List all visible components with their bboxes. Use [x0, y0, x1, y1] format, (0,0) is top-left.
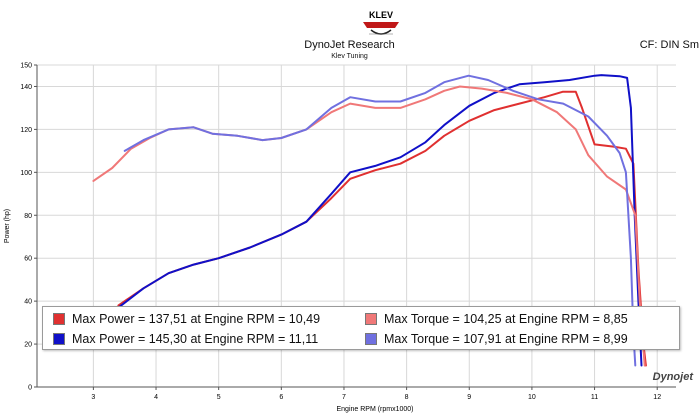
svg-text:KLEV: KLEV: [369, 10, 393, 20]
legend-swatch-torque-red: [365, 313, 377, 325]
chart-legend: Max Power = 137,51 at Engine RPM = 10,49…: [42, 306, 680, 350]
legend-label: Max Power = 137,51 at Engine RPM = 10,49: [72, 312, 321, 326]
x-tick-label: 12: [653, 394, 661, 401]
dynojet-watermark: Dynojet: [652, 371, 693, 383]
legend-swatch-power-blue: [53, 333, 65, 345]
tick-labels: 0 20 40 60 80 100 120 140 150 3 4 5 6 7 8 9 10 11 12: [20, 63, 661, 402]
y-axis-label: Power (hp): [4, 209, 11, 243]
axes: [36, 65, 676, 388]
x-tick-label: 7: [342, 394, 346, 401]
y-tick-label: 20: [24, 342, 32, 349]
x-tick-label: 10: [528, 394, 536, 401]
x-tick-label: 11: [591, 394, 598, 401]
chart-subtitle: Klev Tuning: [331, 53, 368, 60]
legend-item-power-blue: Max Power = 145,30 at Engine RPM = 11,11: [53, 330, 318, 348]
y-tick-label: 120: [20, 127, 32, 134]
series-lines: [92, 74, 647, 367]
x-tick-label: 6: [279, 394, 283, 401]
y-tick-label: 80: [24, 213, 32, 220]
legend-item-torque-red: Max Torque = 104,25 at Engine RPM = 8,85: [365, 310, 628, 328]
x-tick-label: 8: [405, 394, 409, 401]
legend-label: Max Torque = 107,91 at Engine RPM = 8,99: [384, 332, 628, 346]
legend-swatch-power-red: [53, 313, 65, 325]
legend-label: Max Power = 145,30 at Engine RPM = 11,11: [72, 332, 319, 346]
series-line-torque-blue: [123, 74, 637, 367]
x-tick-label: 5: [217, 394, 221, 401]
correction-factor-label: CF: DIN Sm: [639, 39, 699, 51]
x-axis-label: Engine RPM (rpmx1000): [336, 406, 413, 413]
legend-item-power-red: Max Power = 137,51 at Engine RPM = 10,49: [53, 310, 320, 328]
y-tick-label: 100: [20, 170, 32, 177]
y-tick-label: 60: [24, 256, 32, 263]
chart-title: DynoJet Research: [304, 39, 395, 51]
y-tick-label: 150: [20, 63, 32, 70]
y-tick-label: 140: [20, 84, 32, 91]
klev-logo: KLEV: [363, 10, 399, 35]
series-line-power-blue: [117, 74, 643, 367]
y-tick-label: 0: [28, 385, 32, 392]
x-tick-label: 4: [154, 394, 158, 401]
x-tick-label: 3: [91, 394, 95, 401]
legend-label: Max Torque = 104,25 at Engine RPM = 8,85: [384, 312, 628, 326]
legend-swatch-torque-blue: [365, 333, 377, 345]
y-tick-label: 40: [24, 299, 32, 306]
legend-item-torque-blue: Max Torque = 107,91 at Engine RPM = 8,99: [365, 330, 628, 348]
x-tick-label: 9: [467, 394, 471, 401]
